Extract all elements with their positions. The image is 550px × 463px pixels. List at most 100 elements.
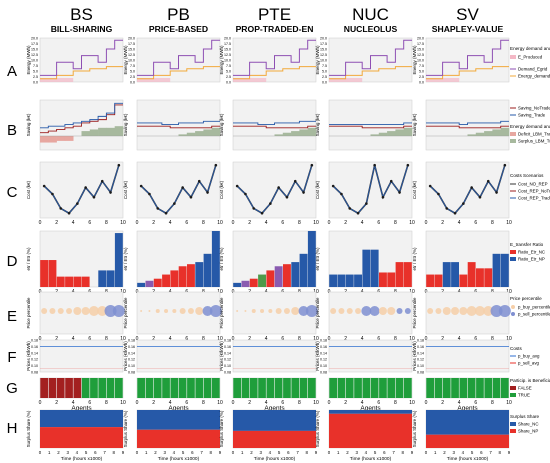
legend-b-item-1: Saving_NoTrade	[518, 106, 550, 111]
beneficial-cell	[308, 378, 316, 398]
x-tick: 10	[120, 336, 126, 342]
etr-bar	[266, 270, 275, 287]
time-tick: 5	[278, 450, 281, 455]
cost-point	[495, 191, 498, 194]
ylabel-d-4: etr / Etr (%)	[315, 247, 320, 271]
x-tick: 6	[185, 220, 188, 226]
x-tick: 8	[298, 336, 301, 342]
price-bubble	[490, 305, 503, 317]
surplus-bar	[186, 132, 196, 136]
y-tick: 0.10	[31, 364, 38, 368]
cost-point	[398, 191, 401, 194]
etr-bar	[249, 278, 258, 287]
y-tick: 2.5	[130, 75, 135, 79]
surplus-bar	[475, 132, 485, 136]
time-tick: 7	[489, 450, 492, 455]
price-bubble	[244, 310, 247, 312]
time-tick: 9	[315, 450, 318, 455]
row-letter-e: E	[7, 308, 17, 325]
time-tick: 3	[66, 450, 69, 455]
cost-point	[340, 192, 343, 196]
time-tick: 6	[94, 450, 97, 455]
y-tick: 7.5	[130, 64, 135, 68]
etr-bar	[211, 231, 220, 287]
price-bubble	[466, 306, 477, 316]
y-tick: 0.18	[417, 339, 424, 343]
x-tick: 6	[281, 220, 284, 226]
x-tick: 0	[425, 400, 428, 406]
demand-line	[329, 66, 412, 80]
ylabel-a-4: Energy (MWh)	[315, 45, 320, 75]
etr-bar	[162, 274, 170, 287]
x-tick: 10	[217, 400, 223, 406]
legend-c-item-2: Cost_REP_NoTrade	[518, 189, 550, 194]
etr-bar	[170, 270, 179, 287]
beneficial-cell	[442, 378, 451, 398]
surplus-bar	[484, 131, 493, 136]
time-tick: 1	[48, 450, 51, 455]
legend-g-title: Particip. is Beneficial?	[510, 378, 550, 383]
x-tick: 0	[425, 220, 428, 226]
price-bubble	[283, 308, 290, 314]
time-tick: 7	[103, 450, 106, 455]
share-nc-area	[426, 410, 509, 435]
etr-bar	[203, 253, 212, 287]
etr-bar	[187, 264, 195, 287]
column-name-pb: PRICE-BASED	[149, 24, 208, 34]
demand-egrid-area	[329, 78, 363, 82]
ylabel-d-5: etr / Etr (%)	[412, 247, 417, 271]
etr-bar	[291, 262, 300, 287]
demand-egrid-area	[426, 78, 460, 82]
ylabel-h-4: Surplus Share (%)	[315, 410, 320, 447]
beneficial-cell	[162, 378, 170, 398]
beneficial-cell	[492, 378, 501, 398]
cost-point	[189, 195, 193, 199]
produced-line	[40, 39, 123, 76]
ylabel-f-1: Prices (€/kWh)	[26, 341, 31, 371]
price-bubble	[164, 309, 169, 313]
etr-bar	[434, 274, 443, 287]
cost-point	[269, 202, 272, 205]
y-tick: 0.0	[226, 81, 231, 85]
price-bubble	[81, 307, 90, 315]
ylabel-h-2: Surplus Share (%)	[123, 410, 128, 447]
time-tick: 6	[191, 450, 194, 455]
price-bubble	[483, 306, 494, 316]
x-tick: 8	[491, 220, 494, 226]
price-bubble	[251, 309, 256, 313]
legend-h-swatch-2	[510, 429, 516, 433]
y-tick: 10.0	[31, 59, 38, 63]
price-bubble	[179, 308, 186, 314]
y-tick: 0.16	[224, 345, 231, 349]
y-tick: 0.18	[128, 339, 135, 343]
etr-bar	[395, 262, 404, 287]
ylabel-f-4: Prices (€/kWh)	[315, 341, 320, 371]
beneficial-cell	[451, 378, 459, 398]
share-np-area	[426, 434, 509, 448]
time-tick: 0	[136, 450, 139, 455]
price-bubble	[209, 305, 222, 317]
x-tick: 2	[441, 220, 444, 226]
panel-f-5	[425, 339, 510, 373]
ylabel-f-3: Prices (€/kWh)	[219, 341, 224, 371]
x-tick: 10	[120, 220, 126, 226]
panel-b-2	[136, 99, 221, 151]
price-bubble	[355, 308, 362, 314]
y-tick: 17.5	[320, 42, 327, 46]
demand-egrid-area	[137, 78, 171, 82]
price-bubble	[369, 306, 380, 316]
time-tick: 4	[173, 450, 176, 455]
beneficial-cell	[145, 378, 154, 398]
time-tick: 1	[241, 450, 244, 455]
x-tick: 8	[298, 220, 301, 226]
cost-point	[181, 186, 184, 189]
ylabel-h-3: Surplus Share (%)	[219, 410, 224, 447]
beneficial-cell	[137, 378, 145, 398]
cost-point	[503, 163, 507, 167]
y-tick: 20.0	[224, 37, 231, 41]
x-tick: 4	[265, 400, 268, 406]
x-tick: 2	[248, 220, 251, 226]
x-tick: 2	[152, 220, 155, 226]
x-tick: 6	[185, 336, 188, 342]
y-tick: 0.16	[31, 345, 38, 349]
